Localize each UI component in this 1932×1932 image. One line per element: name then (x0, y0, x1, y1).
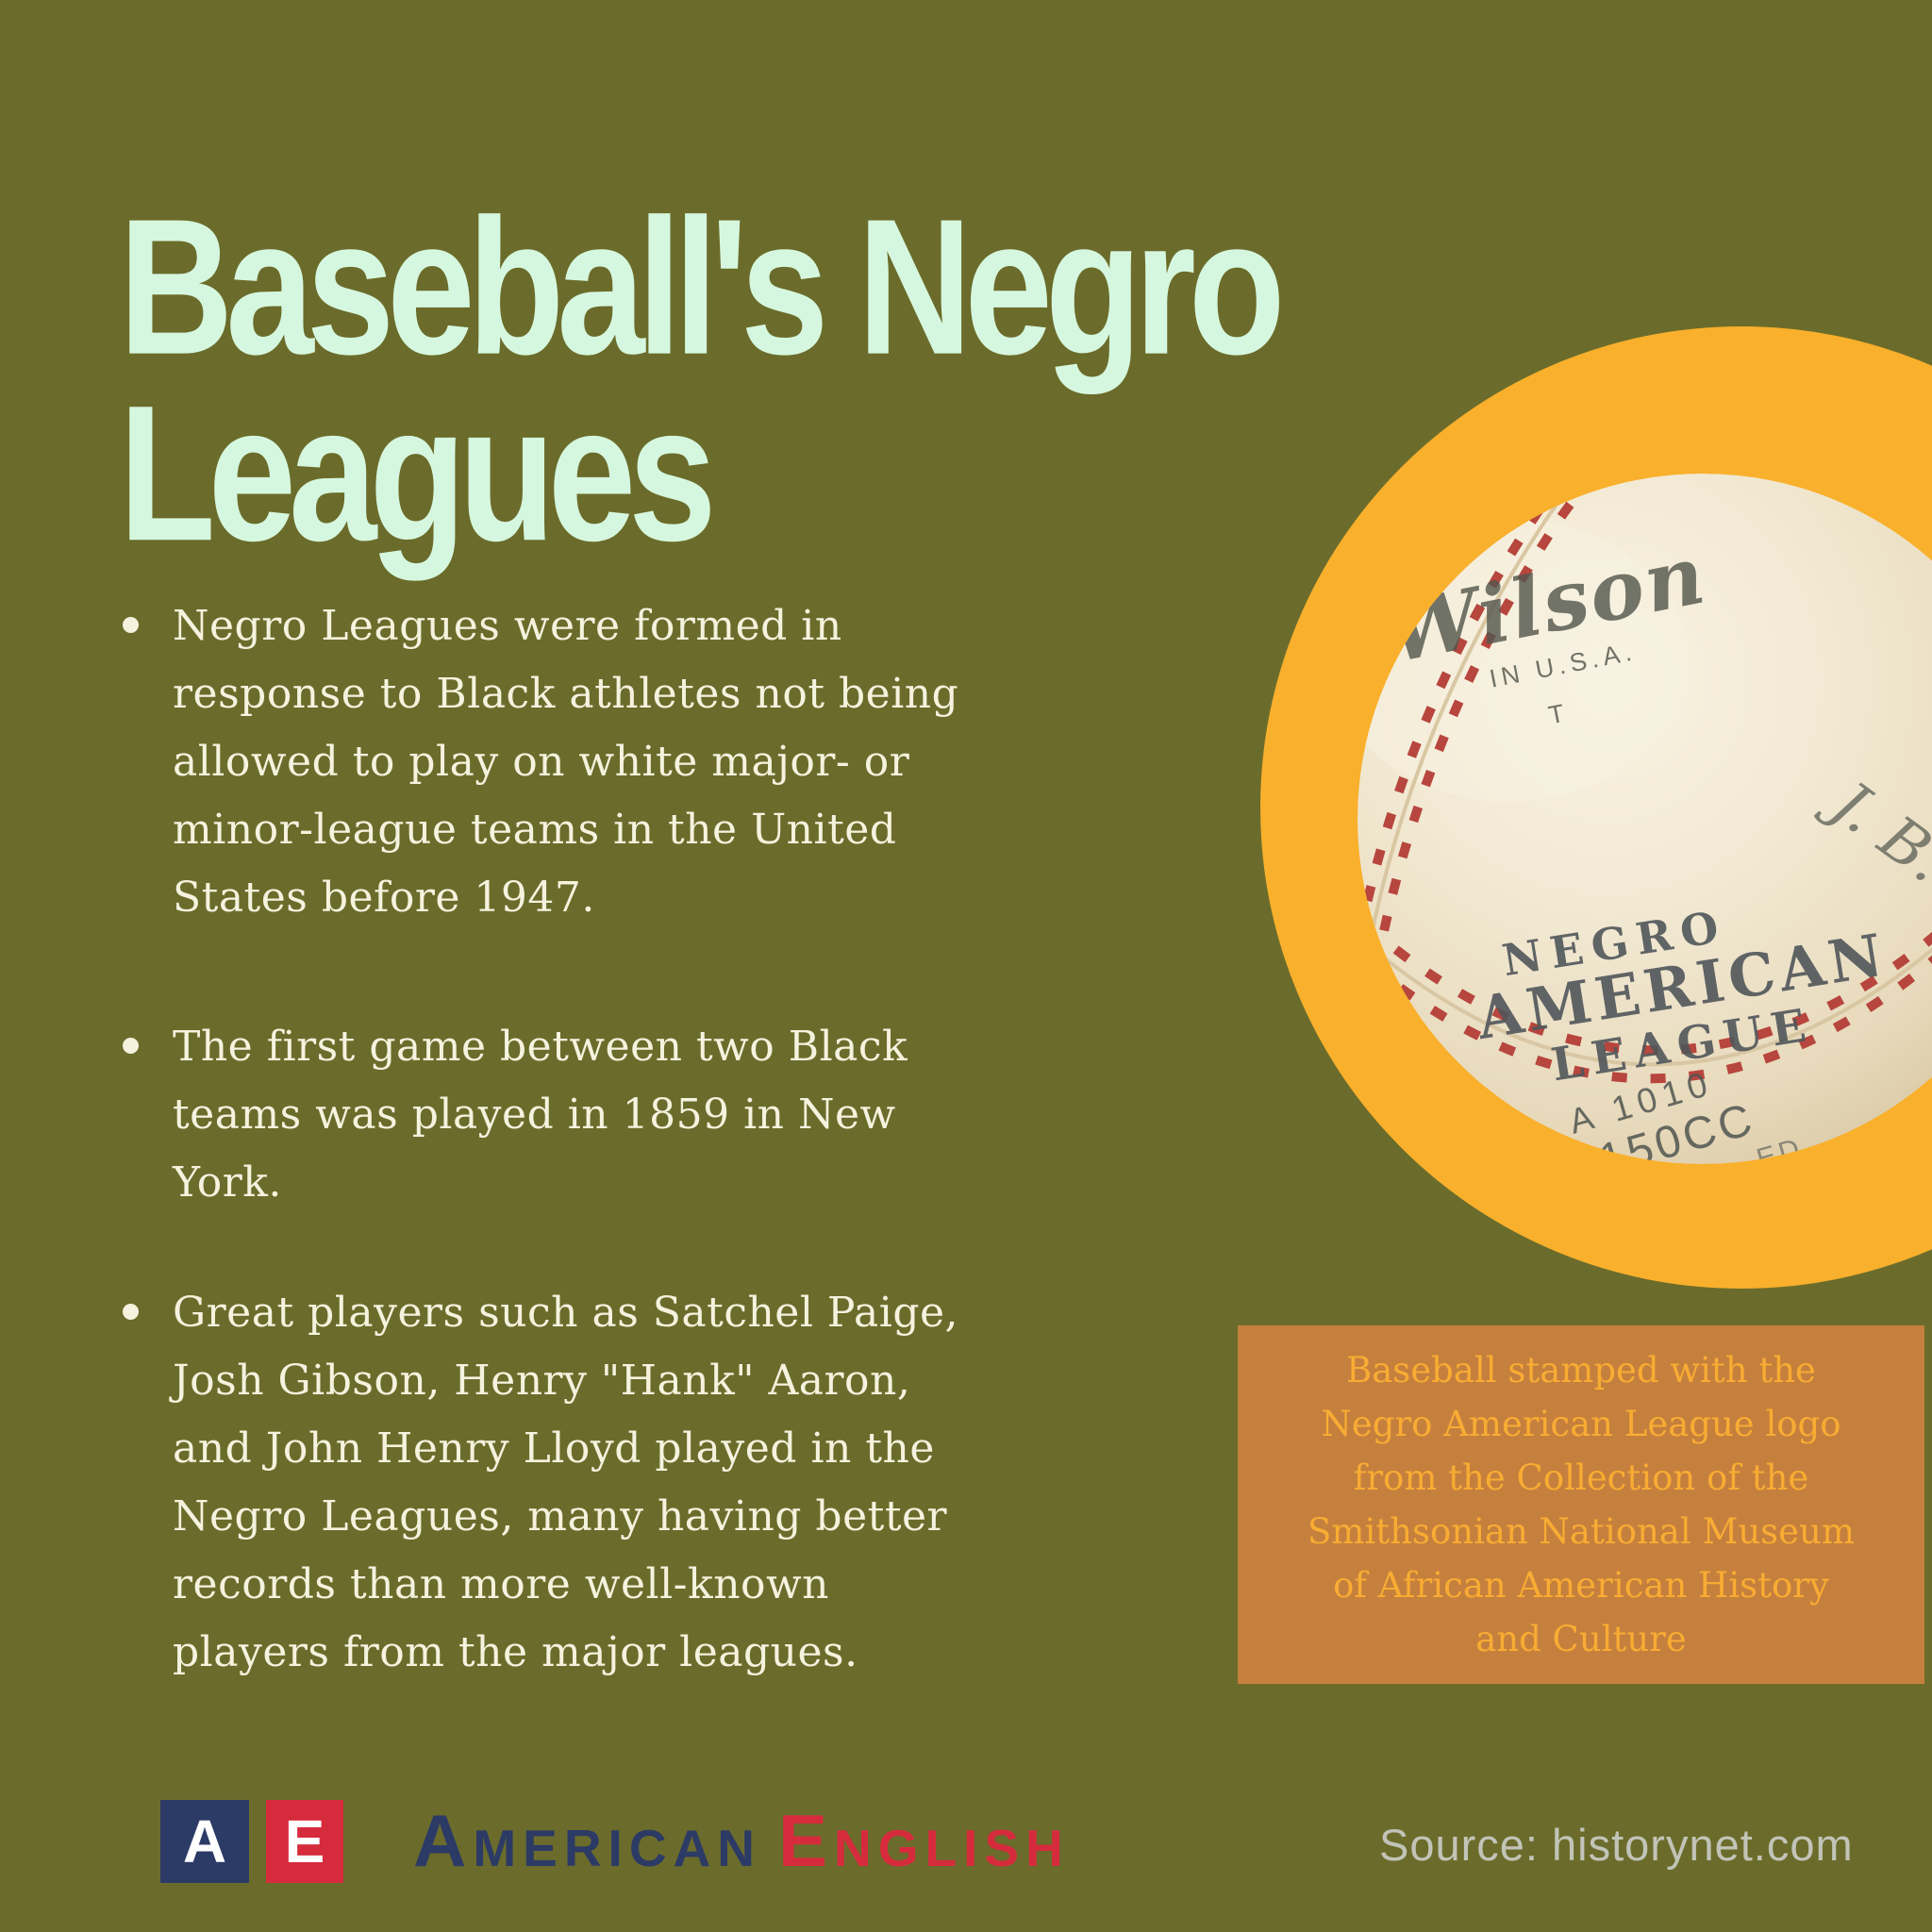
bullet-dot (123, 1304, 139, 1320)
ball-t-text: T (1546, 699, 1567, 730)
logo-word-english: English (778, 1799, 1070, 1882)
ball-model-stamp: A 1010 W150CC CUS ED CORK ENTER (1549, 1063, 1848, 1164)
source-credit: Source: historynet.com (1379, 1820, 1854, 1870)
logo-block-a: A (160, 1799, 249, 1883)
bullet-text: Negro Leagues were formed in response to… (173, 602, 959, 922)
bullet-text: Great players such as Satchel Paige, Jos… (173, 1289, 959, 1676)
bullet-item: The first game between two Black teams w… (121, 1013, 1012, 1217)
bullet-dot (123, 1038, 139, 1054)
logo-block-e: E (266, 1799, 343, 1883)
bullet-dot (123, 617, 139, 633)
american-english-logo: A E American English (160, 1798, 1070, 1884)
bullet-item: Great players such as Satchel Paige, Jos… (121, 1279, 1012, 1687)
photo-caption-text: Baseball stamped with the Negro American… (1307, 1350, 1855, 1659)
photo-caption-box: Baseball stamped with the Negro American… (1238, 1325, 1924, 1684)
bullet-item: Negro Leagues were formed in response to… (121, 592, 1012, 932)
baseball-photo: Wilson IN U.S.A. T NEGRO AMERICAN LEAGUE… (1357, 474, 1932, 1164)
page-title: Baseball's Negro Leagues (119, 177, 1285, 581)
logo-word-american: American (413, 1799, 761, 1882)
bullet-text: The first game between two Black teams w… (173, 1023, 908, 1207)
logo-wordmark: American English (413, 1798, 1070, 1884)
bullet-list: Negro Leagues were formed in response to… (121, 592, 1012, 1687)
